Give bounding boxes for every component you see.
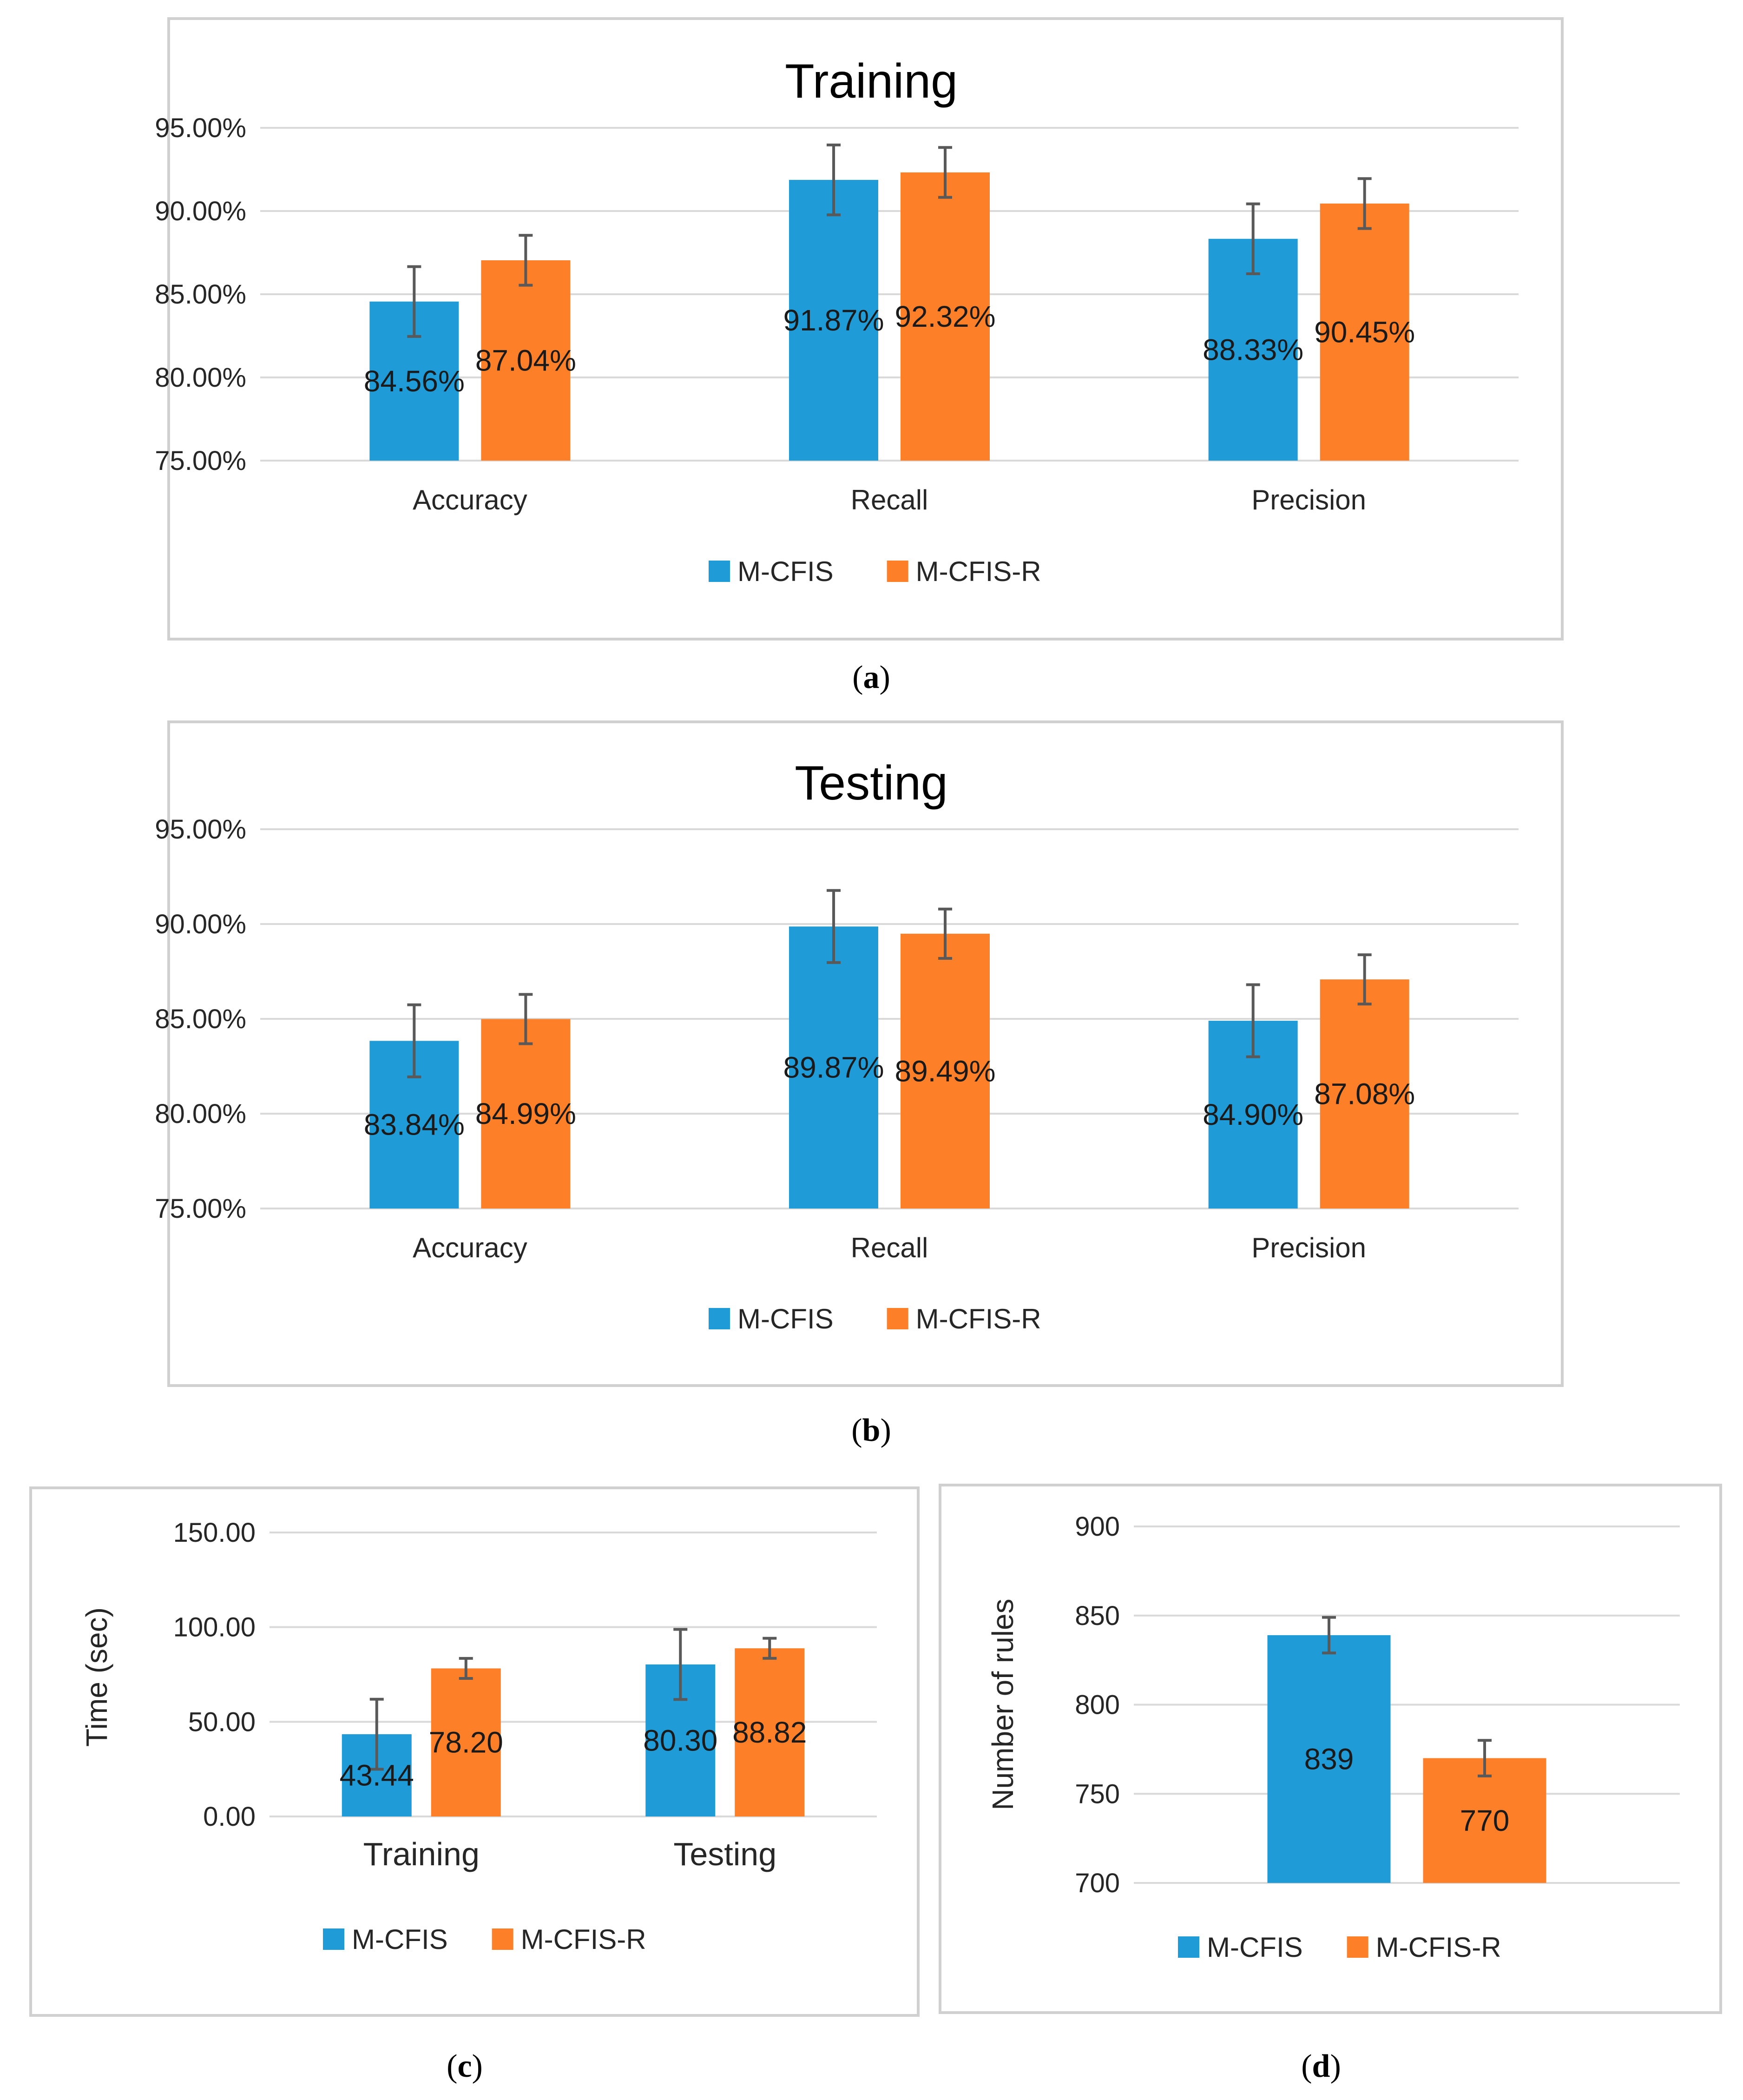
data-label: 839 — [1304, 1742, 1354, 1776]
legend-label-m-cfis-r: M-CFIS-R — [916, 1303, 1041, 1334]
bar-m-cfis-r-recall — [901, 933, 990, 1208]
bar-m-cfis-r-precision — [1320, 979, 1409, 1208]
y-tick-label: 0.00 — [203, 1802, 256, 1832]
y-tick-label: 85.00% — [155, 279, 246, 310]
bar-m-cfis-r-rules — [1423, 1758, 1546, 1883]
y-tick-label: 80.00% — [155, 1099, 246, 1129]
data-label: 83.84% — [364, 1108, 465, 1142]
chart-title: Testing — [795, 756, 948, 810]
data-label: 92.32% — [895, 300, 995, 333]
bar-m-cfis-r-training — [431, 1668, 501, 1816]
x-category-label: Recall — [851, 484, 928, 515]
legend-label-m-cfis-r: M-CFIS-R — [521, 1924, 646, 1955]
x-category-label: Precision — [1251, 484, 1366, 515]
legend-swatch-m-cfis-r — [492, 1928, 513, 1950]
data-label: 89.49% — [895, 1054, 995, 1088]
x-category-label: Precision — [1251, 1232, 1366, 1263]
legend-swatch-m-cfis — [323, 1928, 344, 1950]
bar-m-cfis-rules — [1267, 1635, 1391, 1883]
y-tick-label: 700 — [1075, 1868, 1120, 1898]
bar-m-cfis-precision — [1208, 238, 1298, 461]
data-label: 87.04% — [475, 343, 576, 377]
y-tick-label: 95.00% — [155, 814, 246, 845]
legend-label-m-cfis-r: M-CFIS-R — [916, 556, 1041, 587]
bar-m-cfis-recall — [789, 926, 878, 1208]
data-label: 90.45% — [1314, 315, 1415, 349]
panel-caption-letter: d — [1312, 2048, 1330, 2084]
data-label: 43.44 — [340, 1759, 414, 1792]
data-label: 87.08% — [1314, 1077, 1415, 1111]
legend-swatch-m-cfis-r — [1347, 1936, 1368, 1958]
y-tick-label: 75.00% — [155, 446, 246, 476]
y-tick-label: 850 — [1075, 1601, 1120, 1631]
bar-m-cfis-r-accuracy — [481, 1019, 571, 1208]
bar-m-cfis-recall — [789, 180, 878, 461]
y-tick-label: 85.00% — [155, 1004, 246, 1034]
legend-label-m-cfis: M-CFIS — [1207, 1932, 1303, 1963]
bar-m-cfis-r-precision — [1320, 203, 1409, 461]
y-tick-label: 750 — [1075, 1779, 1120, 1809]
chart-d: 700 750 800 850 900 Number of rules 839 770 M-CF… — [939, 1484, 1722, 2084]
y-tick-label: 80.00% — [155, 363, 246, 393]
y-tick-label: 90.00% — [155, 196, 246, 226]
panel-caption-letter: b — [862, 1413, 881, 1448]
panel-caption-letter: a — [863, 660, 880, 695]
legend-label-m-cfis-r: M-CFIS-R — [1376, 1932, 1501, 1963]
legend-label-m-cfis: M-CFIS — [737, 1303, 834, 1334]
data-label: 88.33% — [1203, 333, 1303, 366]
y-tick-label: 800 — [1075, 1690, 1120, 1720]
data-label: 84.56% — [364, 364, 465, 398]
data-label: 84.99% — [475, 1097, 576, 1130]
data-label: 80.30 — [643, 1724, 717, 1757]
legend-swatch-m-cfis — [1178, 1936, 1199, 1958]
bar-m-cfis-r-recall — [901, 172, 990, 461]
y-tick-label: 100.00 — [173, 1612, 256, 1643]
y-tick-label: 75.00% — [155, 1194, 246, 1224]
chart-b: 75.00% 80.00% 85.00% 90.00% 95.00% Testing 83.… — [155, 720, 1564, 1448]
y-tick-label: 50.00 — [188, 1707, 256, 1737]
y-axis-label: Time (sec) — [80, 1607, 113, 1747]
legend-swatch-m-cfis-r — [887, 1308, 908, 1329]
bar-m-cfis-r-accuracy — [481, 260, 571, 461]
chart-title: Training — [785, 54, 958, 108]
data-label: 84.90% — [1203, 1098, 1303, 1131]
y-tick-label: 150.00 — [173, 1518, 256, 1548]
x-category-label: Accuracy — [413, 1232, 527, 1263]
legend-label-m-cfis: M-CFIS — [352, 1924, 448, 1955]
chart-c: 0.00 50.00 100.00 150.00 Time (sec) 43.44 78.2… — [29, 1486, 920, 2084]
data-label: 89.87% — [783, 1051, 884, 1084]
legend-label-m-cfis: M-CFIS — [737, 556, 834, 587]
data-label: 78.20 — [429, 1726, 503, 1759]
y-axis-label: Number of rules — [986, 1598, 1019, 1810]
data-label: 770 — [1460, 1804, 1510, 1837]
panel-caption: (a) — [852, 660, 890, 695]
y-tick-label: 90.00% — [155, 909, 246, 939]
legend-swatch-m-cfis — [709, 561, 730, 582]
data-label: 88.82 — [732, 1716, 807, 1749]
bar-m-cfis-r-testing — [735, 1648, 805, 1816]
x-category-label: Training — [363, 1836, 480, 1872]
panel-caption-letter: c — [457, 2048, 472, 2084]
y-tick-label: 900 — [1075, 1512, 1120, 1542]
panel-caption: (b) — [851, 1413, 891, 1448]
panel-caption: (c) — [447, 2048, 483, 2084]
panel-caption: (d) — [1301, 2048, 1341, 2084]
legend-swatch-m-cfis-r — [887, 561, 908, 582]
y-tick-label: 95.00% — [155, 113, 246, 143]
chart-a: 75.00% 80.00% 85.00% 90.00% 95.00% Training 84… — [155, 17, 1564, 695]
x-category-label: Testing — [673, 1836, 776, 1872]
legend-swatch-m-cfis — [709, 1308, 730, 1329]
x-category-label: Recall — [851, 1232, 928, 1263]
data-label: 91.87% — [783, 304, 884, 337]
x-category-label: Accuracy — [413, 484, 527, 515]
